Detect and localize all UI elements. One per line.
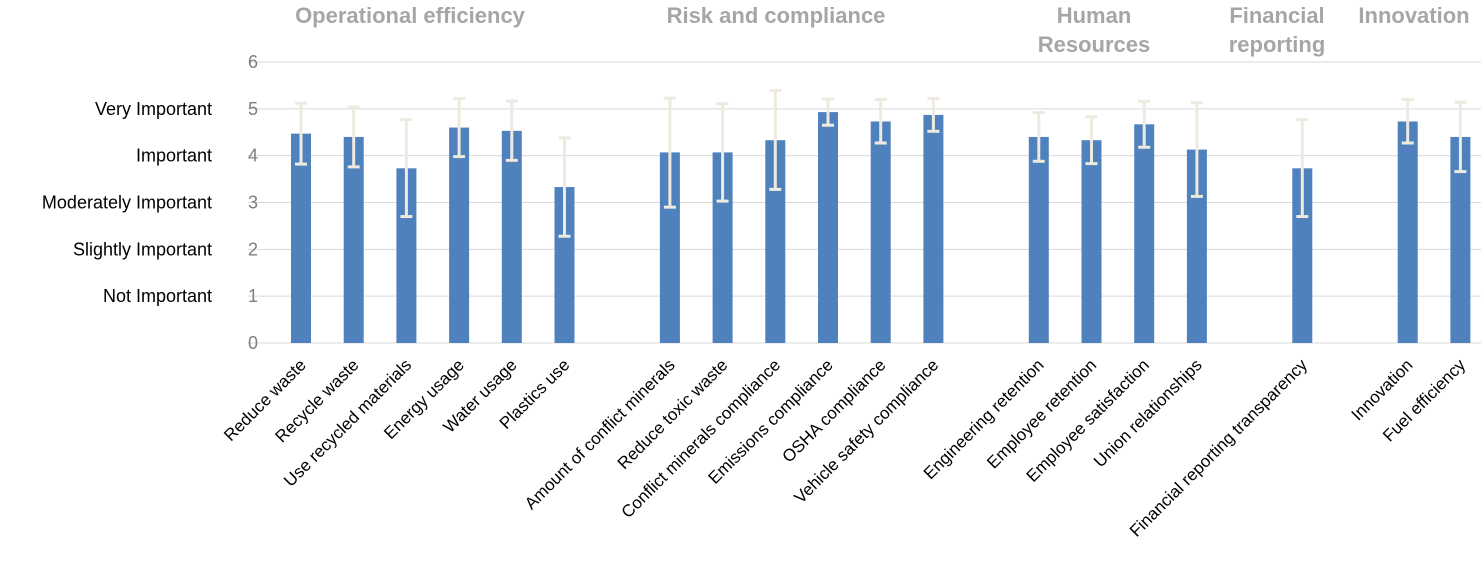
bar [291, 133, 311, 343]
error-bar [295, 101, 307, 166]
bar [765, 140, 786, 343]
error-bar [1138, 99, 1151, 149]
error-bar [558, 136, 571, 238]
bar [501, 130, 522, 343]
bar [818, 112, 838, 343]
y-scale-label: Moderately Important [42, 193, 212, 213]
bar [554, 187, 575, 343]
y-scale-label: Not Important [103, 286, 212, 306]
error-bars [295, 89, 1467, 238]
group-heading: Innovation [1358, 3, 1469, 28]
bar [923, 114, 944, 344]
y-scale-label: Important [136, 146, 212, 166]
y-axis-scale-labels: Very Important Important Moderately Import… [42, 99, 212, 306]
group-heading: Operational efficiency [295, 3, 526, 28]
error-bar [453, 97, 466, 159]
error-bar [505, 99, 518, 162]
bar [659, 152, 680, 343]
y-tick-label: 4 [248, 146, 258, 166]
group-heading: Risk and compliance [667, 3, 886, 28]
error-bar [1190, 101, 1203, 198]
group-heading: Financial reporting [1229, 3, 1326, 57]
bar [1134, 124, 1155, 343]
bar [449, 127, 470, 343]
error-bar [822, 97, 834, 127]
error-bar [874, 97, 887, 145]
bar [1450, 136, 1471, 343]
category-label: Financial reporting transparency [1126, 355, 1312, 541]
y-tick-label: 0 [248, 333, 258, 353]
error-bar [716, 102, 729, 203]
bar [396, 168, 417, 343]
y-scale-label: Slightly Important [73, 239, 212, 259]
y-axis-ticks: 0 1 2 3 4 5 6 [248, 52, 258, 353]
y-tick-label: 5 [248, 99, 258, 119]
bar [1397, 121, 1418, 343]
error-bar [347, 105, 360, 169]
bar [1292, 168, 1313, 343]
y-tick-label: 1 [248, 286, 258, 306]
error-bar [927, 97, 940, 133]
bar [870, 121, 891, 343]
bar [1081, 140, 1102, 343]
bar [1028, 136, 1049, 343]
y-tick-label: 6 [248, 52, 258, 72]
group-headings: Operational efficiency Risk and complianc… [295, 3, 1470, 57]
group-heading: Human Resources [1038, 3, 1151, 57]
error-bar [769, 89, 782, 191]
y-scale-label: Very Important [95, 99, 212, 119]
bars [291, 112, 1471, 344]
y-tick-label: 2 [248, 239, 258, 259]
error-bar [1032, 111, 1045, 163]
bar [1186, 149, 1207, 343]
error-bar [400, 118, 413, 219]
error-bar [1401, 97, 1414, 145]
error-bar [663, 96, 676, 209]
error-bar [1454, 100, 1467, 174]
error-bar [1296, 118, 1309, 219]
bar [343, 136, 364, 343]
error-bar [1085, 115, 1098, 166]
y-tick-label: 3 [248, 193, 258, 213]
